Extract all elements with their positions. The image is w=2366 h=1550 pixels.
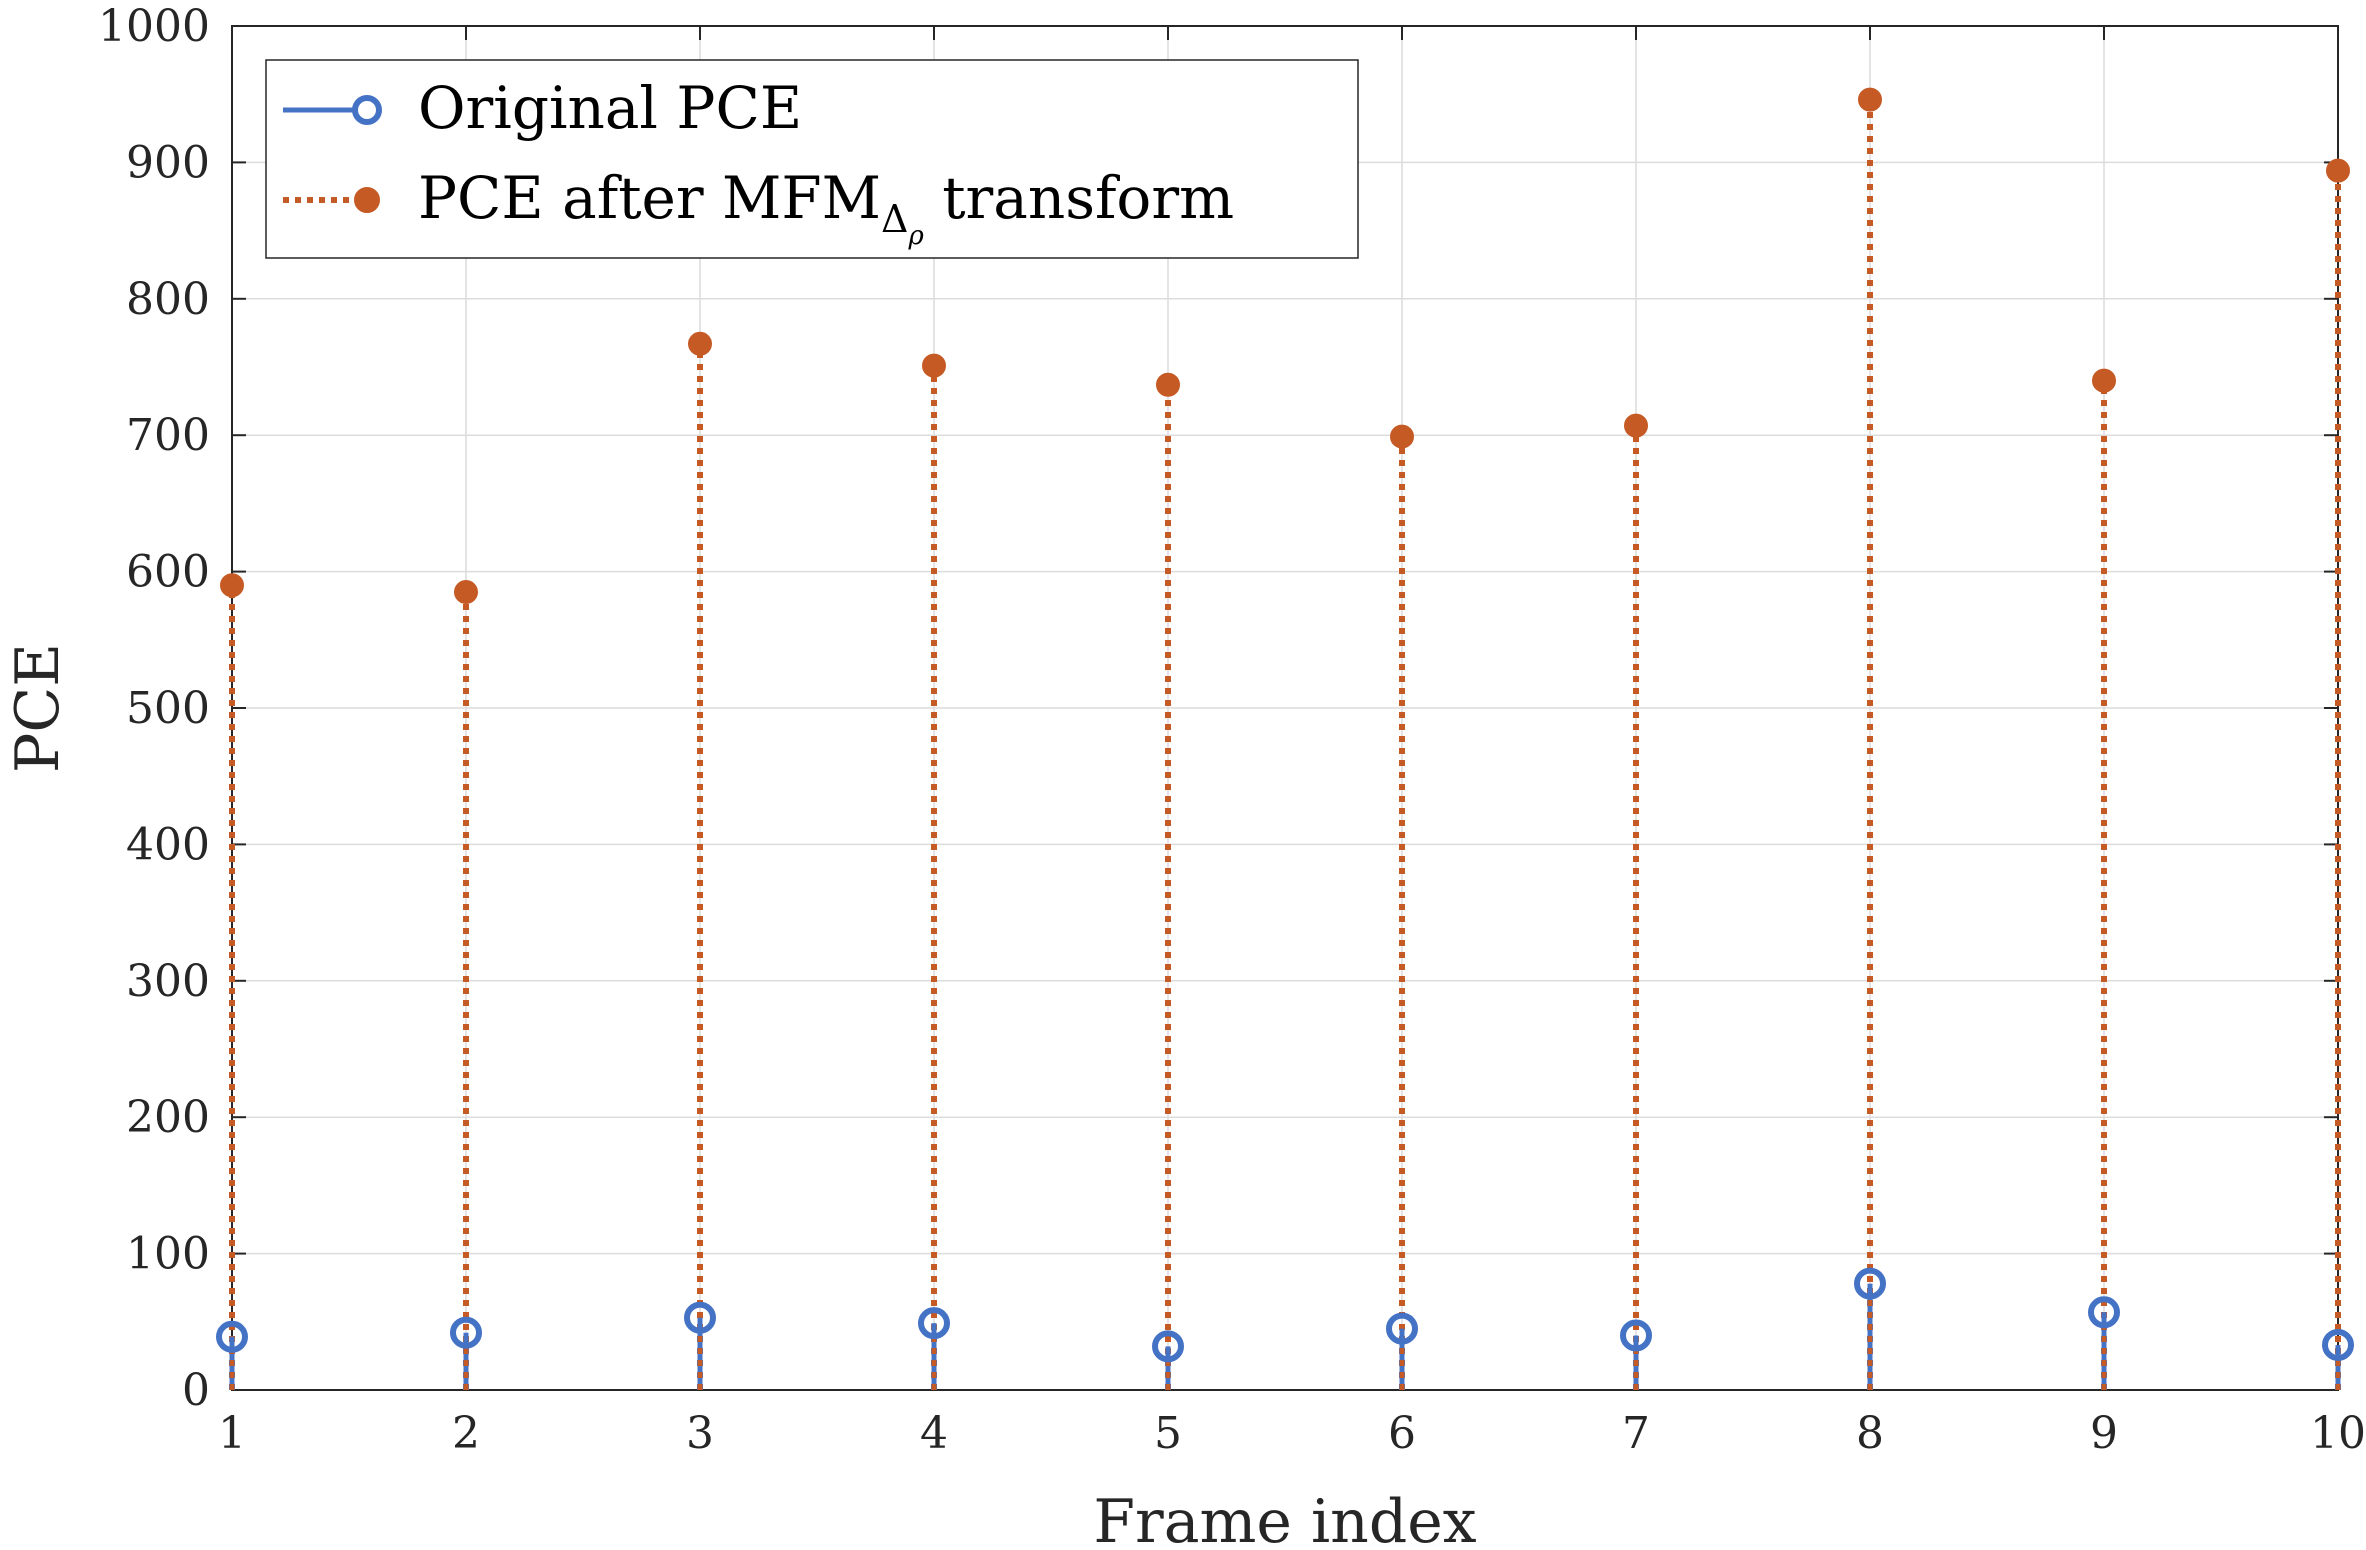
y-tick-label: 900 [126, 137, 210, 188]
y-tick-label: 700 [126, 410, 210, 461]
y-axis-title: PCE [3, 643, 73, 773]
x-tick-label: 4 [920, 1408, 948, 1459]
legend-original-label: Original PCE [418, 74, 802, 142]
mfm-point [1156, 372, 1180, 397]
y-tick-label: 400 [126, 819, 210, 870]
x-tick-label: 8 [1856, 1408, 1884, 1459]
original-point [450, 1316, 482, 1349]
y-tick-label: 1000 [98, 1, 210, 52]
x-tick-labels: 1 2 3 4 5 6 7 8 9 10 [218, 1408, 2366, 1459]
x-tick-label: 7 [1622, 1408, 1650, 1459]
mfm-point [922, 353, 946, 378]
y-tick-label: 200 [126, 1092, 210, 1143]
x-axis-title: Frame index [1093, 1487, 1476, 1550]
original-point [918, 1307, 950, 1340]
original-point [1386, 1312, 1418, 1345]
mfm-point [454, 580, 478, 605]
y-tick-label: 800 [126, 274, 210, 325]
y-tick-label: 500 [126, 683, 210, 734]
original-point [216, 1320, 248, 1353]
mfm-point [220, 573, 244, 598]
original-point [2088, 1296, 2120, 1329]
data-series [216, 87, 2354, 1390]
x-tick-label: 2 [452, 1408, 480, 1459]
x-tick-label: 1 [218, 1408, 246, 1459]
y-tick-label: 600 [126, 547, 210, 598]
mfm-point [2092, 368, 2116, 393]
legend-box [265, 59, 1359, 259]
y-tick-label: 0 [182, 1365, 210, 1416]
original-point [1620, 1319, 1652, 1352]
legend-original-marker [352, 95, 382, 125]
original-point [1854, 1267, 1886, 1300]
legend-mfm-marker [354, 187, 380, 213]
x-tick-label: 9 [2090, 1408, 2118, 1459]
mfm-point [1858, 87, 1882, 112]
y-tick-label: 100 [126, 1229, 210, 1280]
y-tick-label: 300 [126, 956, 210, 1007]
original-point [684, 1301, 716, 1334]
legend-mfm-label: PCE after MFMΔρ transform [418, 164, 1234, 251]
mfm-point [1624, 413, 1648, 438]
original-point [2322, 1328, 2354, 1361]
legend: Original PCE PCE after MFMΔρ transform [265, 59, 1359, 259]
mfm-point [2326, 158, 2350, 183]
mfm-point [688, 331, 712, 356]
x-tick-label: 5 [1154, 1408, 1182, 1459]
x-tick-label: 10 [2310, 1408, 2366, 1459]
mfm-point [1390, 424, 1414, 449]
original-point [1152, 1330, 1184, 1363]
x-tick-label: 6 [1388, 1408, 1416, 1459]
y-tick-labels: 0 100 200 300 400 500 600 700 800 900 1000 [98, 1, 210, 1416]
x-tick-label: 3 [686, 1408, 714, 1459]
